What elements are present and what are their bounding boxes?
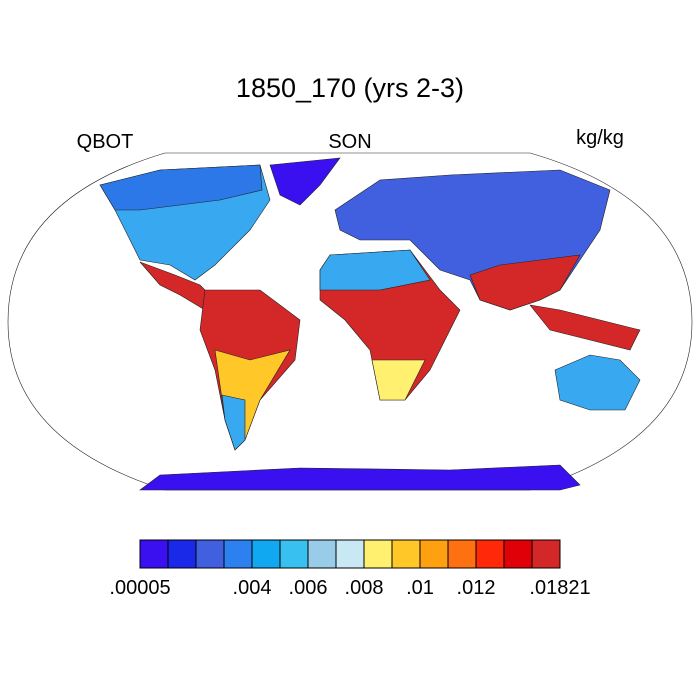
title: 1850_170 (yrs 2-3) [236, 73, 464, 103]
antarctica [139, 464, 581, 491]
left-label: QBOT [77, 131, 134, 153]
colorbar-label: .004 [233, 577, 272, 599]
colorbar-box [503, 539, 533, 569]
colorbar-box [335, 539, 365, 569]
colorbar-label: .012 [457, 577, 496, 599]
colorbar-label: .00005 [109, 577, 170, 599]
colorbar-box [391, 539, 421, 569]
australia [554, 354, 641, 411]
colorbar-box [139, 539, 169, 569]
indonesia [529, 304, 641, 351]
colorbar: .00005 .004 .006 .008 .01 .012 .01821 [109, 539, 591, 599]
south-asia [469, 254, 581, 311]
colorbar-box [447, 539, 477, 569]
colorbar-box [531, 539, 561, 569]
sahara [319, 249, 431, 291]
right-label: kg/kg [576, 127, 624, 149]
colorbar-box [363, 539, 393, 569]
colorbar-box [307, 539, 337, 569]
center-label: SON [328, 131, 371, 153]
greenland [269, 157, 341, 206]
map [7, 152, 693, 491]
colorbar-label: .01821 [529, 577, 590, 599]
colorbar-box [195, 539, 225, 569]
north-america-north [99, 164, 263, 211]
colorbar-box [475, 539, 505, 569]
colorbar-label: .008 [345, 577, 384, 599]
colorbar-box [279, 539, 309, 569]
south-africa [371, 359, 426, 401]
colorbar-box [223, 539, 253, 569]
colorbar-label: .01 [406, 577, 434, 599]
patagonia [221, 394, 246, 451]
colorbar-box [251, 539, 281, 569]
colorbar-label: .006 [289, 577, 328, 599]
colorbar-box [167, 539, 197, 569]
colorbar-box [419, 539, 449, 569]
